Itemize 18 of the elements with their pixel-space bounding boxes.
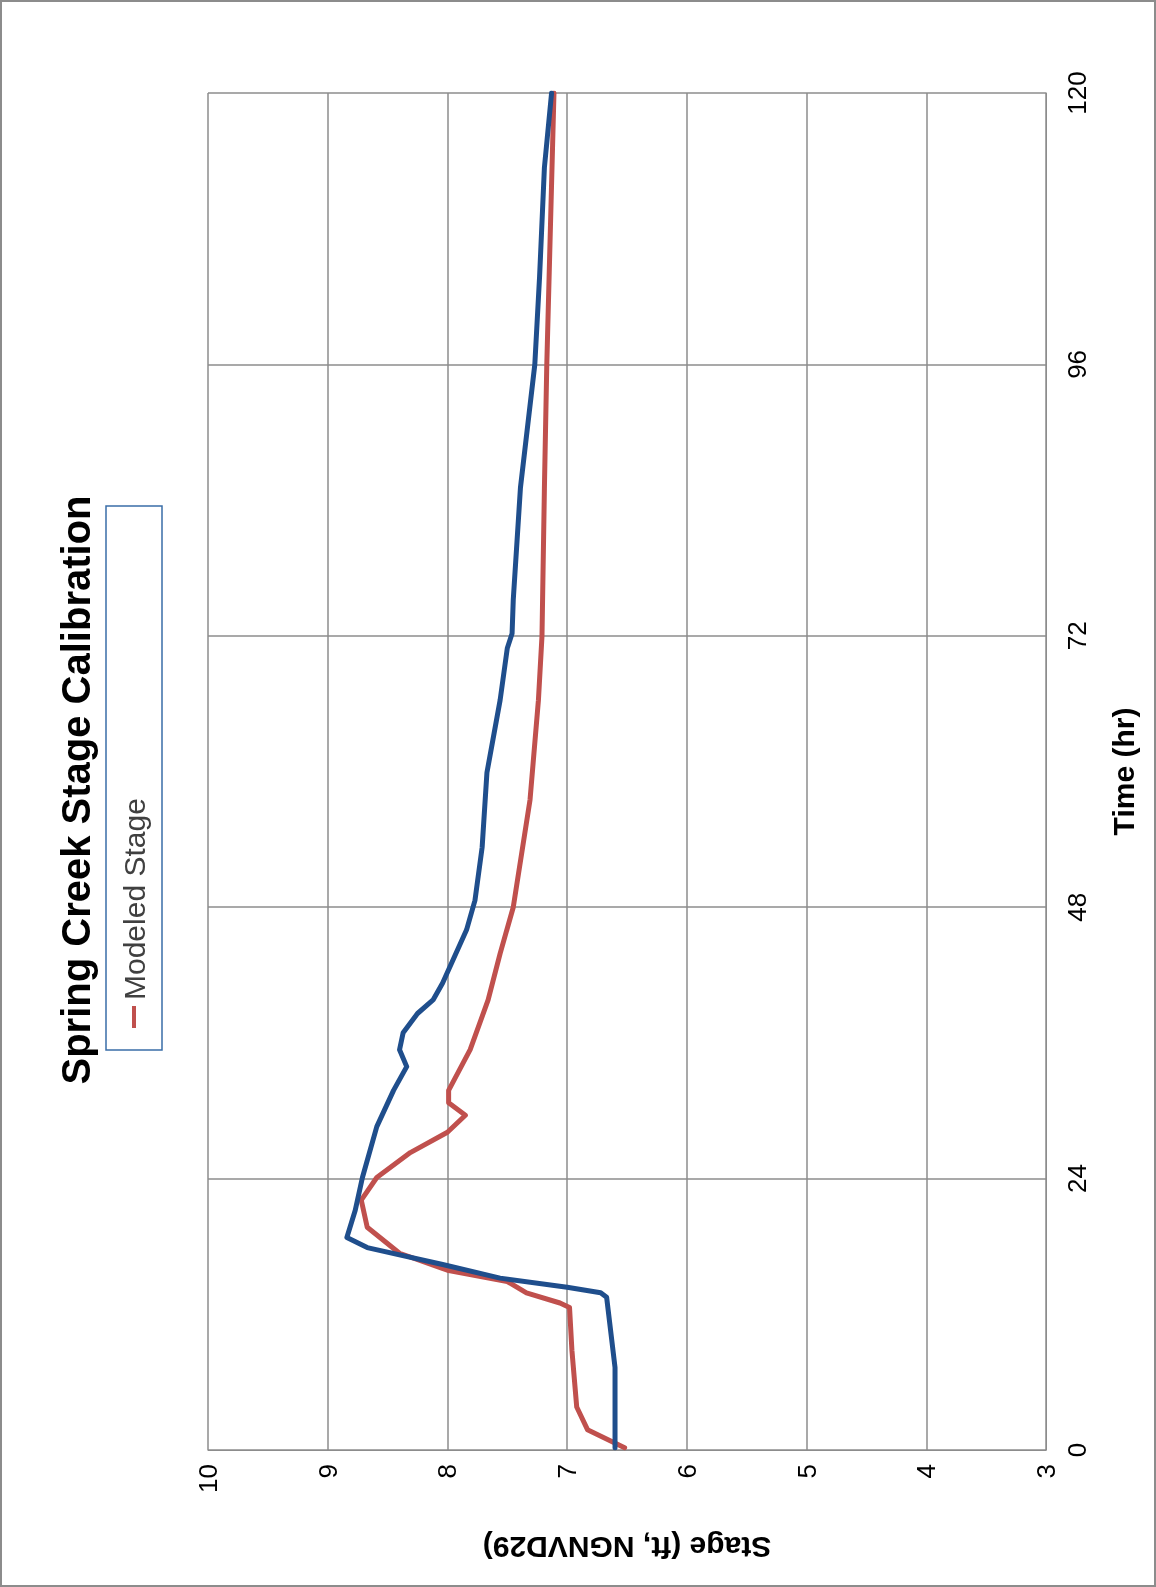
x-tick-label: 6 [671, 1464, 702, 1479]
x-axis-title: Stage (ft, NGNVD29) [482, 1530, 772, 1564]
x-tick-label: 4 [911, 1464, 942, 1479]
y-tick-label: 96 [1062, 349, 1092, 379]
x-tick-label: 9 [312, 1464, 343, 1479]
y-tick-label: 120 [1062, 71, 1092, 115]
x-tick-label: 10 [193, 1464, 223, 1493]
x-tick-label: 7 [552, 1464, 583, 1479]
y-tick-label: 0 [1062, 1442, 1092, 1458]
y-tick-label: 72 [1062, 621, 1092, 651]
x-tick-label: 5 [791, 1464, 822, 1479]
x-tick-label: 8 [432, 1464, 463, 1479]
text: Spring Creek Stage Calibration [54, 495, 98, 1085]
text: Modeled Stage [117, 798, 151, 1000]
x-tick-label: 3 [1031, 1464, 1061, 1479]
y-tick-label: 24 [1062, 1164, 1092, 1194]
y-axis-title: Time (hr) [1106, 707, 1140, 836]
y-tick-label: 48 [1062, 892, 1092, 922]
